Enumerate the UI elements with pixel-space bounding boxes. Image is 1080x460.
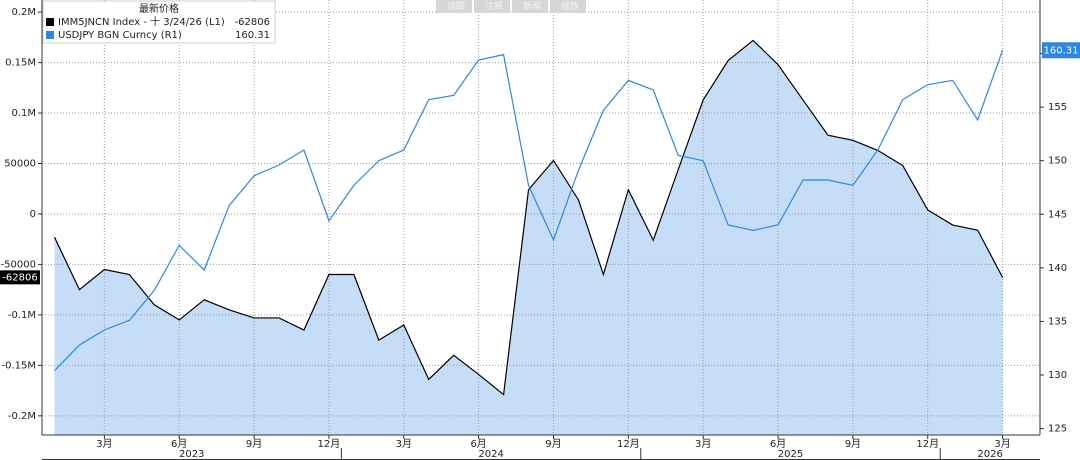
x-tick-label: 6月: [171, 438, 187, 450]
y2-tick-label: 145: [1048, 209, 1067, 220]
legend-box: [42, 0, 276, 44]
toolbar-button-label[interactable]: 缩放: [561, 0, 579, 12]
x-tick-label: 3月: [695, 438, 711, 450]
year-label: 2026: [977, 449, 1002, 460]
year-label: 2025: [778, 449, 803, 460]
x-tick-label: 6月: [770, 438, 786, 450]
y-tick-label: -50000: [1, 259, 36, 270]
toolbar-button[interactable]: [550, 0, 586, 13]
last-value-label: 160.31: [1044, 45, 1079, 56]
y-tick-label: 0.2M: [11, 7, 36, 18]
last-value-tag: [1042, 42, 1080, 59]
y-tick-label: 0.1M: [11, 108, 36, 119]
legend-swatch: [46, 18, 54, 26]
x-tick-label: 3月: [994, 438, 1010, 450]
last-value-label: -62806: [2, 272, 37, 283]
y2-tick-label: 130: [1048, 370, 1067, 381]
legend-value: 160.31: [235, 30, 270, 41]
y-tick-label: -0.15M: [1, 360, 36, 371]
y-tick-label: 0.15M: [5, 58, 36, 69]
y2-tick-label: 135: [1048, 316, 1067, 327]
x-tick-label: 12月: [318, 438, 341, 450]
y-tick-label: -0.2M: [8, 411, 36, 422]
last-value-tag: [0, 270, 40, 285]
x-tick-label: 3月: [96, 438, 112, 450]
x-tick-label: 3月: [396, 438, 412, 450]
toolbar-button[interactable]: [474, 0, 510, 13]
x-tick-label: 9月: [545, 438, 561, 450]
legend-value: -62806: [235, 17, 270, 28]
x-tick-label: 6月: [470, 438, 486, 450]
toolbar: 追踪 注释 新闻 缩放: [436, 0, 586, 13]
x-tick-label: 9月: [845, 438, 861, 450]
legend-title: 最新价格: [139, 2, 179, 15]
x-tick-label: 9月: [246, 438, 262, 450]
y2-tick-label: 155: [1048, 102, 1067, 113]
toolbar-button-label[interactable]: 追踪: [447, 0, 465, 12]
y-tick-label: -0.1M: [8, 310, 36, 321]
x-tick-label: 12月: [916, 438, 939, 450]
series-line: [53, 39, 1004, 396]
year-label: 2024: [478, 449, 503, 460]
y-tick-label: 0: [30, 209, 36, 220]
legend-entry: IMM5JNCN Index - 十 3/24/26 (L1): [58, 15, 225, 28]
toolbar-button[interactable]: [436, 0, 472, 13]
toolbar-button[interactable]: [512, 0, 548, 13]
y-tick-label: 50000: [4, 159, 36, 170]
year-label: 2023: [179, 449, 204, 460]
legend-entry: USDJPY BGN Curncy (R1): [58, 30, 182, 41]
legend-swatch: [46, 31, 54, 39]
area: [54, 40, 1003, 436]
toolbar-button-label[interactable]: 注释: [485, 0, 503, 12]
y2-tick-label: 140: [1048, 263, 1067, 274]
y2-tick-label: 125: [1048, 424, 1067, 435]
toolbar-button-label[interactable]: 新闻: [523, 0, 541, 12]
y2-tick-label: 150: [1048, 156, 1067, 167]
series-line: [54, 50, 1004, 372]
x-tick-label: 12月: [617, 438, 640, 450]
